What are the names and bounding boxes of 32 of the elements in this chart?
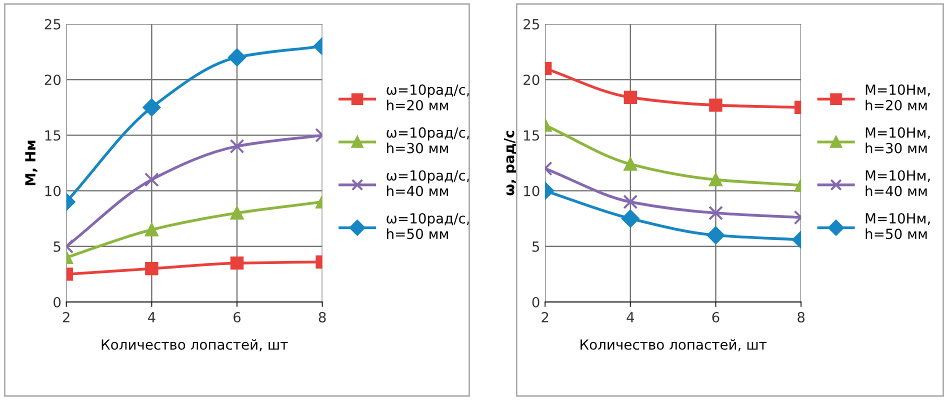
x-axis-title: Количество лопастей, шт [102, 339, 288, 352]
y-axis-title: М, Нм [25, 140, 38, 186]
x-tick-label: 6 [712, 312, 720, 322]
x-tick-label: 4 [626, 312, 634, 322]
legend-label: М=10Нм, h=40 мм [866, 170, 930, 196]
y-tick-label: 25 [44, 18, 60, 30]
x-tick-label: 8 [318, 312, 326, 322]
y-tick-label: 20 [44, 74, 61, 86]
y-tick-label: 0 [532, 296, 540, 308]
legend-label: ω=10рад/с, h=20 мм [386, 84, 470, 110]
y-tick-label: 20 [524, 74, 540, 86]
x-axis-title: Количество лопастей, шт [580, 339, 767, 352]
legend-label: ω=10рад/с, h=40 мм [386, 170, 470, 196]
y-tick-label: 15 [45, 130, 60, 141]
legend-label: ω=10рад/с, h=30 мм [386, 127, 470, 154]
y-tick-label: 25 [524, 18, 540, 30]
x-tick-label: 2 [542, 312, 548, 322]
legend-label: М=10Нм, h=50 мм [866, 213, 930, 240]
y-tick-label: 5 [532, 242, 540, 252]
x-tick-label: 4 [148, 312, 156, 322]
y-tick-label: 15 [524, 130, 540, 141]
y-tick-label: 10 [524, 186, 540, 196]
x-tick-label: 8 [798, 312, 805, 322]
legend-label: М=10Нм, h=20 мм [866, 84, 930, 110]
legend-label: М=10Нм, h=30 мм [866, 127, 930, 154]
y-tick-label: 10 [45, 186, 61, 196]
y-axis-title: ω, рад/с [504, 130, 518, 196]
x-tick-label: 2 [62, 312, 70, 322]
x-tick-label: 6 [234, 312, 241, 322]
legend-label: ω=10рад/с, h=50 мм [386, 213, 470, 240]
y-tick-label: 0 [54, 296, 61, 308]
y-tick-label: 5 [54, 242, 60, 252]
